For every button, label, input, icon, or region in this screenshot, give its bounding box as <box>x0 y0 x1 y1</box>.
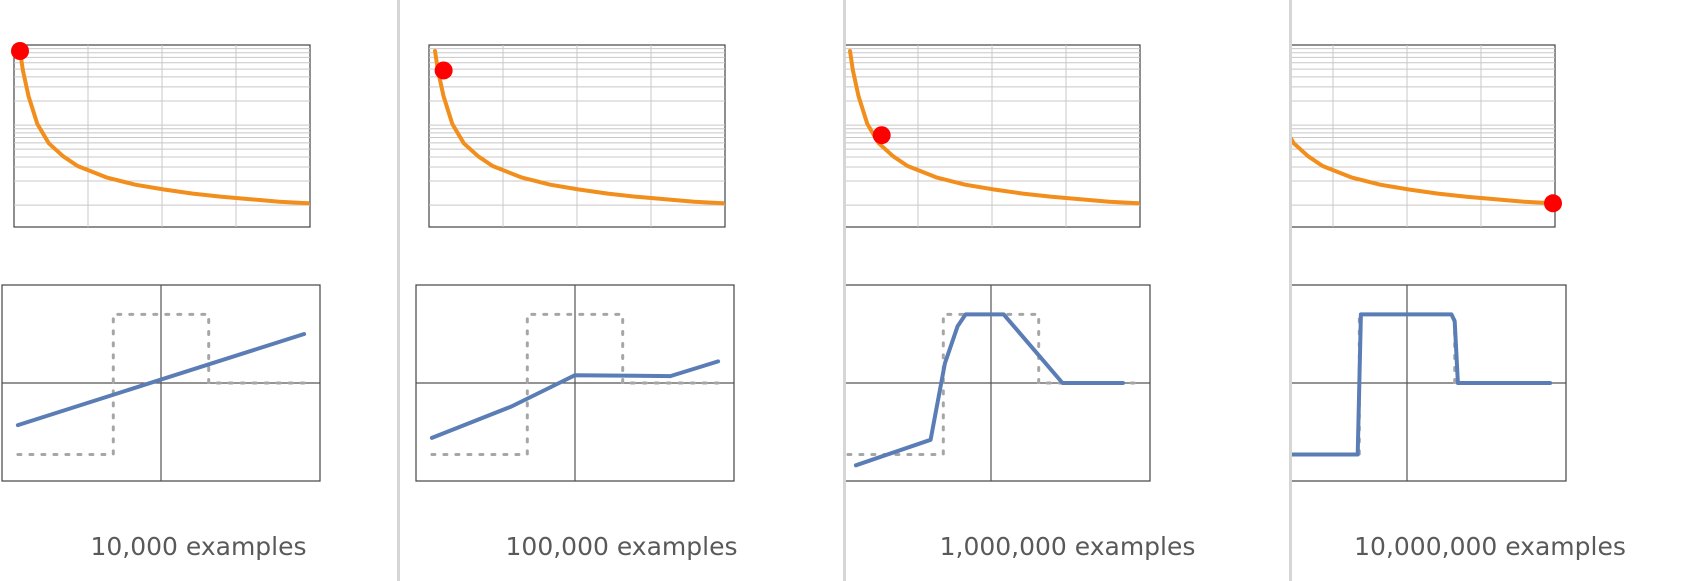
loss-chart <box>428 44 726 228</box>
loss-curve-line <box>18 49 310 206</box>
panel-caption: 100,000 examples <box>505 532 738 561</box>
fit-chart <box>846 284 1151 482</box>
progress-marker <box>1544 194 1562 213</box>
fit-chart <box>1292 284 1567 482</box>
loss-plot-area <box>1292 44 1562 228</box>
panel-10k: 10,000 examples <box>0 0 397 581</box>
loss-chart <box>1292 44 1562 228</box>
progress-marker <box>872 126 891 145</box>
panel-100k: 100,000 examples <box>400 0 843 581</box>
panel-10m: 10,000,000 examples <box>1292 0 1688 581</box>
fitted-function-line <box>15 332 307 428</box>
fit-plot-area <box>415 284 735 482</box>
loss-frame <box>846 44 1141 228</box>
loss-chart <box>846 44 1141 228</box>
progress-marker <box>434 61 453 80</box>
loss-curve-line <box>1292 136 1555 206</box>
panel-divider <box>1289 0 1292 581</box>
loss-plot-area <box>428 44 726 228</box>
loss-plot-area <box>846 44 1141 228</box>
panel-caption: 10,000 examples <box>90 532 307 561</box>
fitted-function-line <box>853 312 1125 468</box>
panel-caption: 10,000,000 examples <box>1354 532 1626 561</box>
fit-chart <box>1 284 321 482</box>
loss-plot-area <box>11 42 311 228</box>
loss-frame <box>1292 44 1556 228</box>
panel-1m: 1,000,000 examples <box>846 0 1289 581</box>
fitted-function-line <box>429 359 721 440</box>
loss-chart <box>11 42 311 228</box>
fit-chart <box>415 284 735 482</box>
loss-curve-line <box>433 49 725 206</box>
panel-divider <box>843 0 846 581</box>
panel-caption: 1,000,000 examples <box>939 532 1196 561</box>
fit-plot-area <box>1292 284 1567 482</box>
fitted-function-line <box>1292 312 1553 457</box>
fit-plot-area <box>846 284 1151 482</box>
fit-plot-area <box>1 284 321 482</box>
panel-divider <box>397 0 400 581</box>
progress-marker <box>11 42 29 60</box>
loss-curve-line <box>848 49 1140 206</box>
